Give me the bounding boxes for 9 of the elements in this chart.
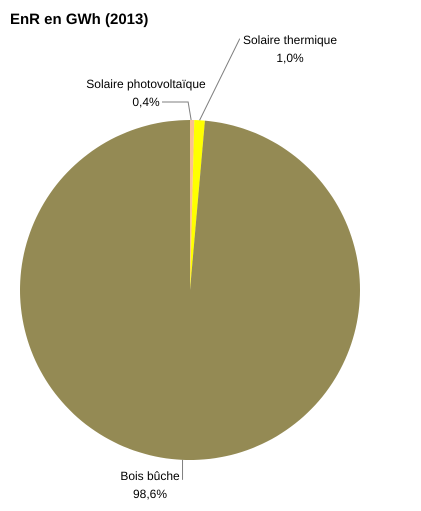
slice-label: Solaire photovoltaïque — [86, 77, 206, 91]
data-label: 98,6% — [132, 487, 168, 501]
pie-slice — [190, 120, 205, 290]
pie-slice — [20, 120, 360, 460]
chart-title: EnR en GWh (2013) — [10, 11, 148, 28]
data-label: 0,4% — [132, 95, 160, 109]
slice-label: Bois bûche — [120, 469, 180, 483]
slice-label: Solaire thermique — [242, 33, 338, 47]
data-label: 1,0% — [276, 51, 304, 65]
